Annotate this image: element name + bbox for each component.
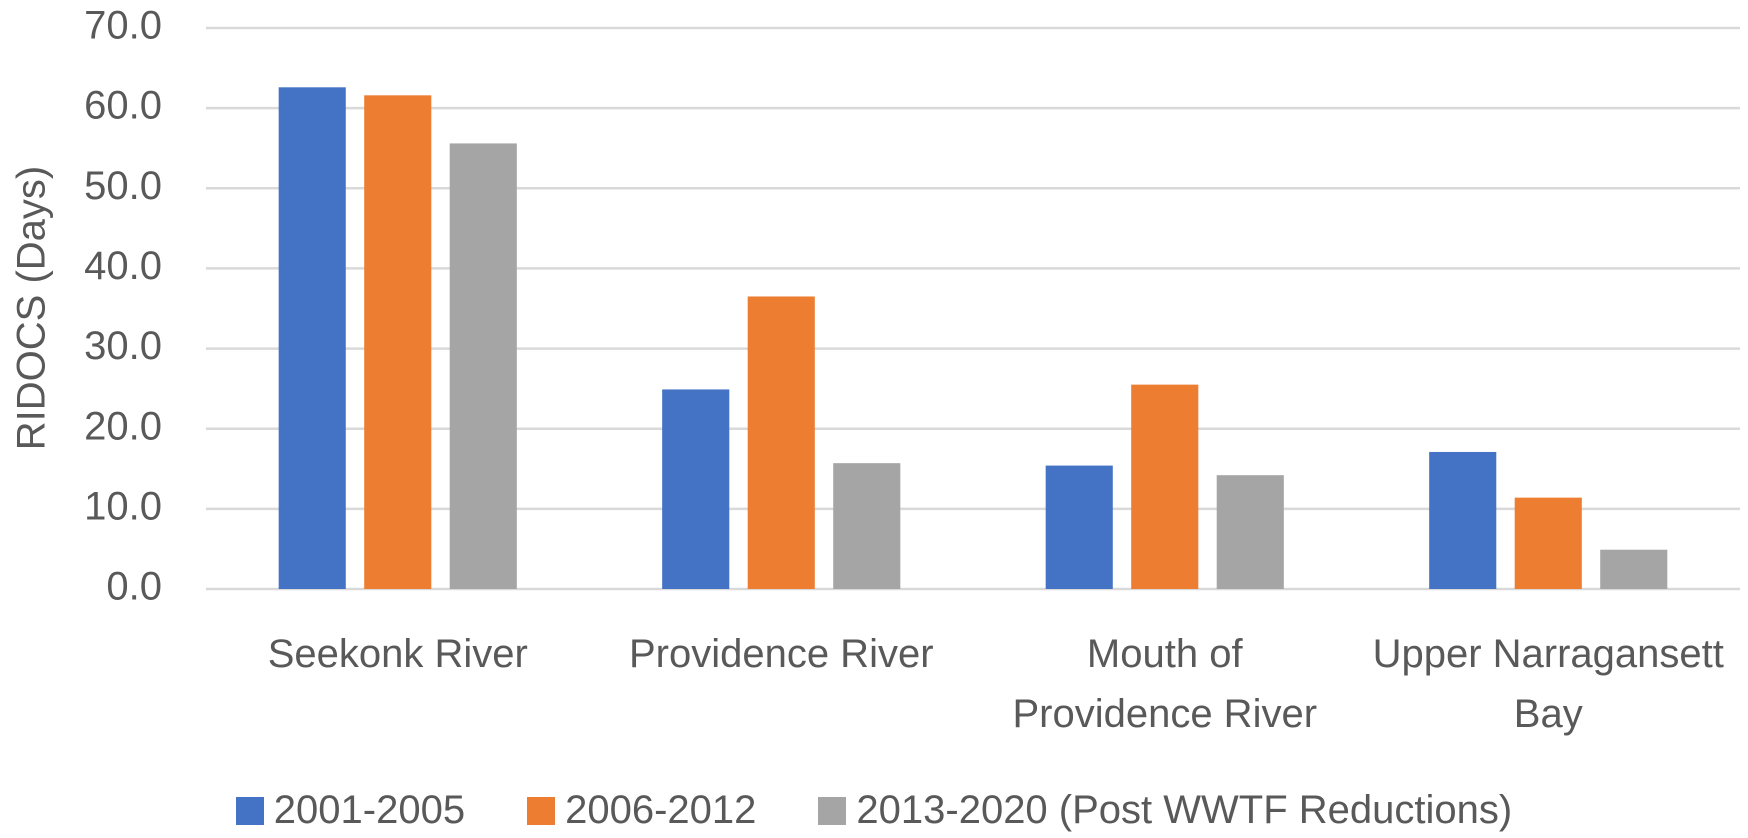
bar: [1514, 497, 1582, 589]
y-tick-label: 70.0: [84, 4, 162, 48]
y-tick-label: 0.0: [106, 565, 162, 609]
y-tick-label: 50.0: [84, 164, 162, 208]
bar: [1429, 451, 1497, 589]
y-tick-label: 20.0: [84, 404, 162, 448]
bar: [1131, 384, 1199, 589]
legend-swatch: [818, 796, 847, 825]
x-tick-label: Mouth of Providence River: [1012, 632, 1318, 736]
legend-label: 2013-2020 (Post WWTF Reductions): [856, 788, 1513, 832]
legend-label: 2006-2012: [565, 788, 757, 832]
y-axis-label: RIDOCS (Days): [10, 166, 54, 450]
y-tick-label: 30.0: [84, 324, 162, 368]
bar: [662, 389, 730, 589]
x-tick-label: Providence River: [628, 632, 934, 676]
legend-swatch: [235, 796, 264, 825]
x-tick-label: Upper Narragansett Bay: [1372, 632, 1724, 736]
legend-item: 2001-2005: [235, 788, 466, 833]
x-tick-label: Seekonk River: [267, 632, 528, 676]
bar: [747, 296, 815, 589]
bar: [833, 463, 901, 589]
bar: [364, 95, 432, 589]
legend: 2001-2005 2006-2012 2013-2020 (Post WWTF R…: [0, 788, 1748, 833]
bar: [449, 143, 517, 590]
y-tick-label: 60.0: [84, 84, 162, 128]
y-tick-label: 10.0: [84, 484, 162, 528]
bar: [1216, 475, 1284, 589]
legend-item: 2013-2020 (Post WWTF Reductions): [818, 788, 1512, 833]
bar: [1600, 549, 1668, 589]
bar: [278, 87, 346, 589]
legend-swatch: [527, 796, 556, 825]
bar: [1045, 465, 1113, 589]
y-tick-label: 40.0: [84, 244, 162, 288]
legend-label: 2001-2005: [273, 788, 466, 832]
legend-item: 2006-2012: [527, 788, 756, 833]
